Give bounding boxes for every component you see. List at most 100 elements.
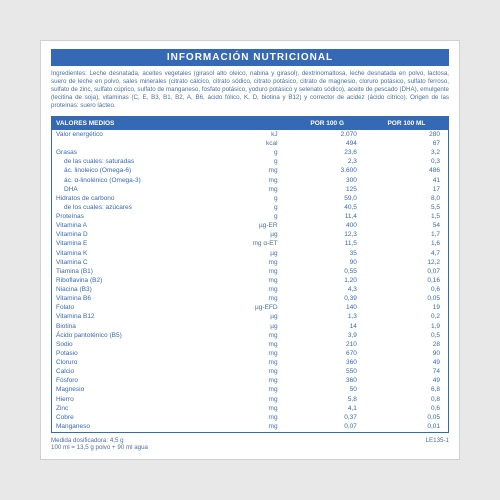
cell-100g: 0,37 <box>290 413 365 422</box>
cell-100g: 11,5 <box>290 240 365 249</box>
cell-100ml: 0,01 <box>365 422 448 431</box>
cell-100g: 23,6 <box>290 149 365 158</box>
table-row: de las cuales: saturadasg2,30,3 <box>52 158 448 167</box>
table-row: Biotinaµg141,9 <box>52 322 448 331</box>
table-row: Valor energéticokJ2.070280 <box>52 130 448 139</box>
cell-unit: mg <box>218 413 289 422</box>
cell-100ml: 3,2 <box>365 149 448 158</box>
cell-label: Vitamina C <box>52 258 218 267</box>
cell-100g: 125 <box>290 185 365 194</box>
cell-label: Fósforo <box>52 377 218 386</box>
cell-label: Valor energético <box>52 130 218 139</box>
cell-100ml: 0,01 <box>365 432 448 433</box>
table-row: kcal49467 <box>52 140 448 149</box>
cell-unit: mg <box>218 258 289 267</box>
nutrition-table-wrap: VALORES MEDIOS POR 100 G POR 100 ML Valo… <box>51 116 449 433</box>
cell-100ml: 49 <box>365 359 448 368</box>
cell-100g: 300 <box>290 176 365 185</box>
cell-unit: mg <box>218 395 289 404</box>
cell-100ml: 0,6 <box>365 404 448 413</box>
table-row: Manganesomg0,070,01 <box>52 422 448 431</box>
table-row: DHAmg12517 <box>52 185 448 194</box>
cell-100ml: 54 <box>365 222 448 231</box>
cell-100ml: 0,8 <box>365 395 448 404</box>
table-row: Hidratos de carbonog59,08,0 <box>52 194 448 203</box>
col-100g: POR 100 G <box>290 117 365 130</box>
cell-unit: µg-EFD <box>218 304 289 313</box>
cell-100ml: 0,2 <box>365 313 448 322</box>
cell-unit: mg <box>218 422 289 431</box>
cell-100g: 360 <box>290 377 365 386</box>
cell-unit: mg <box>218 276 289 285</box>
cell-label: Vitamina D <box>52 231 218 240</box>
cell-100g: 12,3 <box>290 231 365 240</box>
cell-unit: mg α-ET <box>218 240 289 249</box>
cell-label: Grasas <box>52 149 218 158</box>
cell-100g: 4,3 <box>290 286 365 295</box>
cell-100g: 40,5 <box>290 203 365 212</box>
cell-unit: µg <box>218 322 289 331</box>
cell-unit: mg <box>218 176 289 185</box>
cell-unit: mg <box>218 359 289 368</box>
cell-unit: µg <box>218 231 289 240</box>
table-row: Riboflavina (B2)mg1,200,16 <box>52 276 448 285</box>
cell-100g: 0,55 <box>290 267 365 276</box>
cell-label: Vitamina E <box>52 240 218 249</box>
cell-label: Zinc <box>52 404 218 413</box>
cell-label: Folato <box>52 304 218 313</box>
table-row: ác. linoleico (Omega-6)mg3.600486 <box>52 167 448 176</box>
cell-100g: 1,20 <box>290 276 365 285</box>
table-row: Fósforomg36049 <box>52 377 448 386</box>
cell-100ml: 0,3 <box>365 158 448 167</box>
table-row: Vitamina Kµg354,7 <box>52 249 448 258</box>
footer-left: Medida dosificadora: 4,5 g 100 ml = 13,5… <box>51 437 148 451</box>
cell-label: ác. α-linolénico (Omega-3) <box>52 176 218 185</box>
cell-unit: mg <box>218 368 289 377</box>
cell-label <box>52 140 218 149</box>
cell-100g: 4,1 <box>290 404 365 413</box>
cell-100g: 11,4 <box>290 213 365 222</box>
table-row: Fluoruromg0,060,01 <box>52 432 448 433</box>
footer-right: LE135-1 <box>426 437 449 451</box>
table-row: Sodiomg21028 <box>52 340 448 349</box>
cell-100g: 59,0 <box>290 194 365 203</box>
cell-100g: 494 <box>290 140 365 149</box>
col-label: VALORES MEDIOS <box>52 117 218 130</box>
cell-100ml: 0,05 <box>365 295 448 304</box>
cell-100g: 0,07 <box>290 422 365 431</box>
cell-100ml: 0,16 <box>365 276 448 285</box>
table-row: Magnesiomg506,8 <box>52 386 448 395</box>
table-row: Hierromg5,80,8 <box>52 395 448 404</box>
cell-unit: mg <box>218 267 289 276</box>
cell-label: Ácido pantoténico (B5) <box>52 331 218 340</box>
cell-label: Vitamina A <box>52 222 218 231</box>
cell-100ml: 90 <box>365 349 448 358</box>
cell-100g: 90 <box>290 258 365 267</box>
table-row: Vitamina Emg α-ET11,51,6 <box>52 240 448 249</box>
cell-100g: 400 <box>290 222 365 231</box>
cell-label: Vitamina B6 <box>52 295 218 304</box>
table-row: ác. α-linolénico (Omega-3)mg30041 <box>52 176 448 185</box>
cell-label: Niacina (B3) <box>52 286 218 295</box>
table-row: Cloruromg36049 <box>52 359 448 368</box>
table-row: Vitamina B6mg0,390,05 <box>52 295 448 304</box>
cell-label: Cloruro <box>52 359 218 368</box>
cell-100g: 670 <box>290 349 365 358</box>
cell-100g: 14 <box>290 322 365 331</box>
cell-100ml: 280 <box>365 130 448 139</box>
cell-100ml: 19 <box>365 304 448 313</box>
cell-label: Manganeso <box>52 422 218 431</box>
cell-100g: 3,9 <box>290 331 365 340</box>
cell-100g: 35 <box>290 249 365 258</box>
cell-unit: g <box>218 158 289 167</box>
cell-label: de las cuales: saturadas <box>52 158 218 167</box>
table-row: Vitamina Dµg12,31,7 <box>52 231 448 240</box>
cell-unit: mg <box>218 432 289 433</box>
cell-unit: mg <box>218 404 289 413</box>
table-row: de los cuales: azúcaresg40,55,5 <box>52 203 448 212</box>
cell-100ml: 41 <box>365 176 448 185</box>
table-row: Vitamina Aµg-ER40054 <box>52 222 448 231</box>
cell-100ml: 74 <box>365 368 448 377</box>
col-unit <box>218 117 289 130</box>
cell-label: Riboflavina (B2) <box>52 276 218 285</box>
